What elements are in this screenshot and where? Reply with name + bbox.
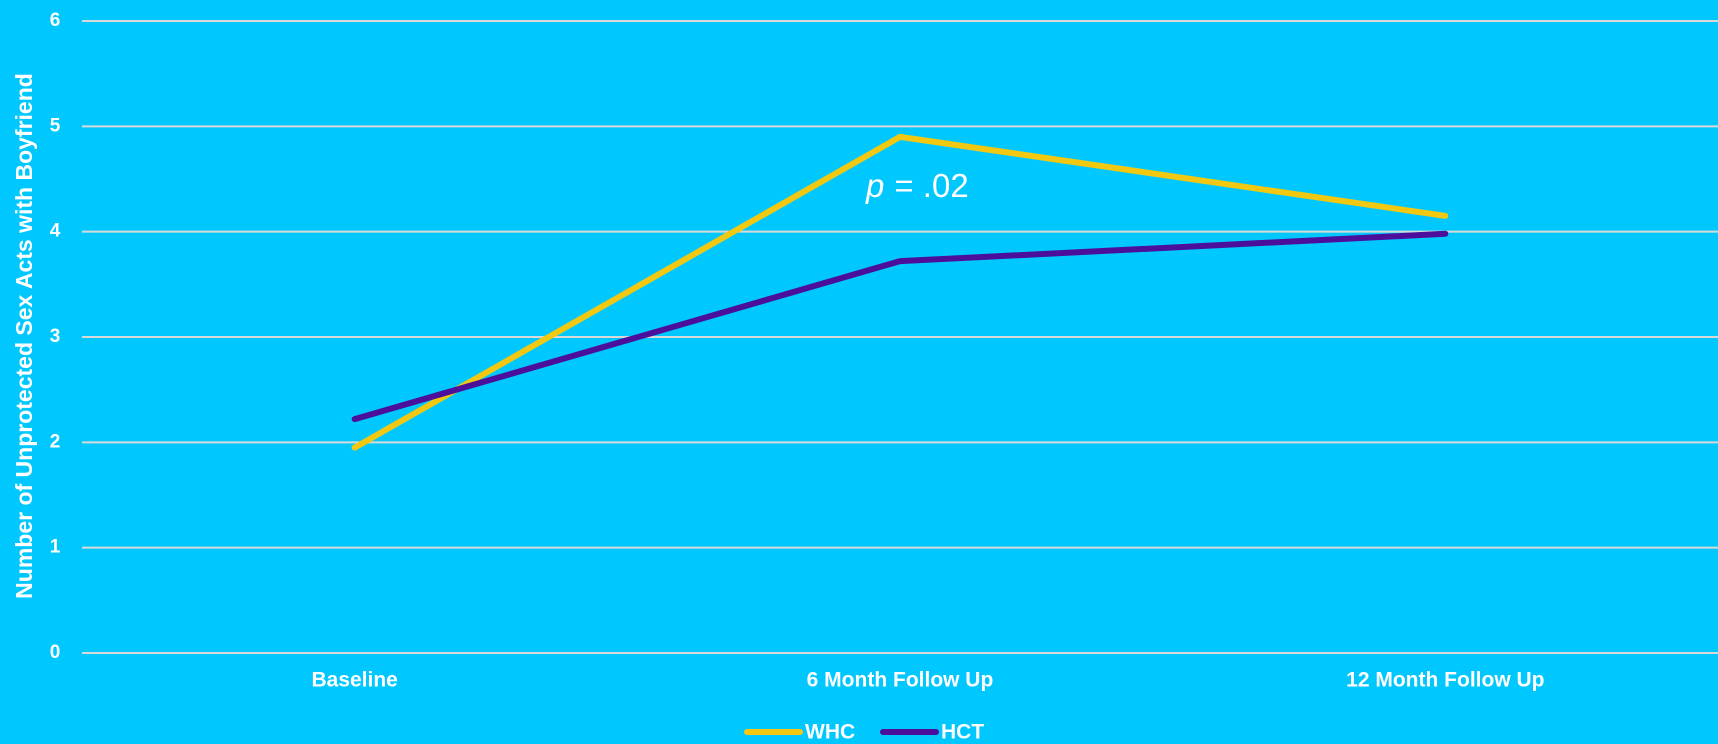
annotation: p = .02 — [865, 167, 969, 204]
annotation-italic: p — [865, 167, 884, 204]
y-tick-label: 1 — [50, 537, 61, 558]
y-tick-label: 5 — [50, 115, 61, 136]
series-line — [351, 230, 1449, 423]
annotation-text: = .02 — [894, 167, 968, 204]
legend-label: WHC — [805, 721, 855, 744]
y-tick-label: 3 — [50, 326, 61, 347]
y-tick-label: 6 — [50, 10, 61, 31]
legend-label: HCT — [941, 721, 984, 744]
y-axis-title: Number of Unprotected Sex Acts with Boyf… — [11, 73, 37, 599]
x-tick-label: 12 Month Follow Up — [1346, 669, 1544, 692]
series-line — [351, 133, 1449, 451]
x-tick-label: Baseline — [311, 669, 397, 692]
y-tick-label: 4 — [50, 221, 61, 242]
x-tick-label: 6 Month Follow Up — [807, 669, 994, 692]
y-tick-label: 2 — [50, 431, 61, 452]
y-tick-label: 0 — [50, 642, 61, 663]
